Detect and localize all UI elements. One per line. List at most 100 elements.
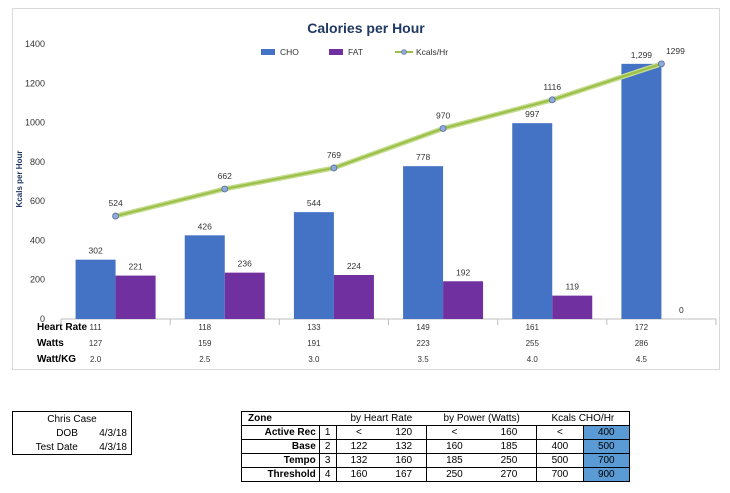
zone-number: 4 [319,467,337,482]
fat-data-label: 236 [238,259,252,269]
y-tick-label: 400 [30,235,45,245]
kcals-data-label: 1116 [543,82,561,92]
cho-data-label: 426 [198,221,212,231]
table-cell: 127 [89,339,103,348]
y-tick-label: 1200 [25,78,45,88]
table-cell: 2.0 [90,355,102,364]
table-cell: 133 [307,323,321,332]
chart-area: Calories per Hour Kcals per Hour CHO FAT K… [12,8,720,370]
table-cell: 255 [526,339,540,348]
table-row-label: Heart Rate [37,322,87,333]
zone-hr-high: 132 [381,439,427,454]
power-header: by Power (Watts) [426,411,537,426]
zone-kcal-high: 900 [582,467,630,482]
legend-marker [401,49,407,55]
zone-name: Active Rec [241,425,320,440]
table-cell: 172 [635,323,649,332]
table-cell: 4.0 [527,355,539,364]
zone-row: Base 2 122 132 160 185 400 500 [241,439,630,454]
cho-bar [621,63,662,319]
zone-kcal-low: < [536,425,584,440]
cho-bar [75,259,116,319]
y-tick-label: 800 [30,157,45,167]
zone-hr-high: 167 [381,467,427,482]
chart-legend: CHO FAT Kcals/Hr [261,47,448,57]
zone-power-high: 185 [481,439,537,454]
calories-chart: Calories per Hour Kcals per Hour CHO FAT K… [15,20,717,365]
fat-bar [443,281,484,319]
table-cell: 111 [89,323,102,332]
zone-kcal-high: 500 [582,439,630,454]
kcals-data-label: 662 [218,171,232,181]
kcals-line-glow [114,61,663,219]
kcals-point [658,60,665,68]
zone-power-high: 250 [481,453,537,468]
legend-swatch [261,49,275,55]
data-table-layer: Heart Rate 111 118 133 149 161 172 Watts 127 159 1… [37,319,717,365]
fat-bar [552,295,593,319]
kcals-point [112,212,119,220]
kcals-data-label: 769 [327,150,341,160]
zone-power-low: 185 [426,453,482,468]
zone-kcal-low: 400 [536,439,584,454]
table-row-label: Watts [37,338,64,349]
bars-layer: 302 221 426 236 544 224 778 192 997 119 1,299 0 [75,50,684,320]
test-date-label: Test Date [35,441,78,453]
zone-number: 2 [319,439,337,454]
legend-entry: CHO [280,47,299,57]
zone-power-high: 160 [481,425,537,440]
fat-data-label: 119 [565,282,579,292]
zone-hr-low: 132 [335,453,382,468]
zone-power-high: 270 [481,467,537,482]
zone-hr-low: 122 [335,439,382,454]
cho-bar [403,166,444,319]
cho-bar [293,212,334,319]
cho-data-label: 778 [416,152,430,162]
zone-row: Tempo 3 132 160 185 250 500 700 [241,453,630,468]
line-layer: 524 662 769 970 1116 1299 [108,46,685,220]
fat-bar [115,275,156,319]
dob-value: 4/3/18 [99,427,127,439]
zone-header: Zone [241,411,337,426]
zone-power-low: 160 [426,439,482,454]
table-cell: 286 [635,339,649,348]
y-tick-label: 200 [30,275,45,285]
athlete-name: Chris Case [47,413,97,425]
kcals-data-label: 970 [436,110,450,120]
fat-data-label: 0 [679,305,684,315]
y-tick-label: 1000 [25,118,45,128]
y-axis-label: Kcals per Hour [15,151,24,208]
kcals-line [115,62,662,218]
kcals-point [548,96,556,104]
cho-bar [184,235,225,319]
table-cell: 118 [198,323,211,332]
cho-data-label: 544 [307,198,321,208]
y-tick-label: 0 [40,314,45,324]
zone-number: 3 [319,453,337,468]
zones-header-row: Zone by Heart Rate by Power (Watts) Kcal… [241,411,630,426]
kcals-point [221,185,229,193]
zone-row: Threshold 4 160 167 250 270 700 900 [241,467,630,482]
zone-name: Base [241,439,320,454]
fat-data-label: 192 [456,267,470,277]
table-cell: 2.5 [199,355,211,364]
cho-data-label: 1,299 [631,50,653,60]
table-cell: 223 [416,339,430,348]
cho-bar [512,123,553,320]
legend-entry: Kcals/Hr [416,47,448,57]
zone-hr-high: 120 [381,425,427,440]
zone-row: Active Rec 1 < 120 < 160 < 400 [241,425,630,440]
zone-kcal-high: 700 [582,453,630,468]
zone-power-low: < [426,425,482,440]
kcals-data-label: 1299 [666,46,685,56]
zone-name: Tempo [241,453,320,468]
kcals-point [330,164,338,172]
chart-title: Calories per Hour [307,20,425,36]
fat-bar [333,275,374,319]
legend-swatch [329,49,343,55]
cho-data-label: 302 [88,246,102,256]
zone-kcal-low: 700 [536,467,584,482]
hr-header: by Heart Rate [336,411,427,426]
zone-hr-high: 160 [381,453,427,468]
zone-hr-low: 160 [335,467,382,482]
